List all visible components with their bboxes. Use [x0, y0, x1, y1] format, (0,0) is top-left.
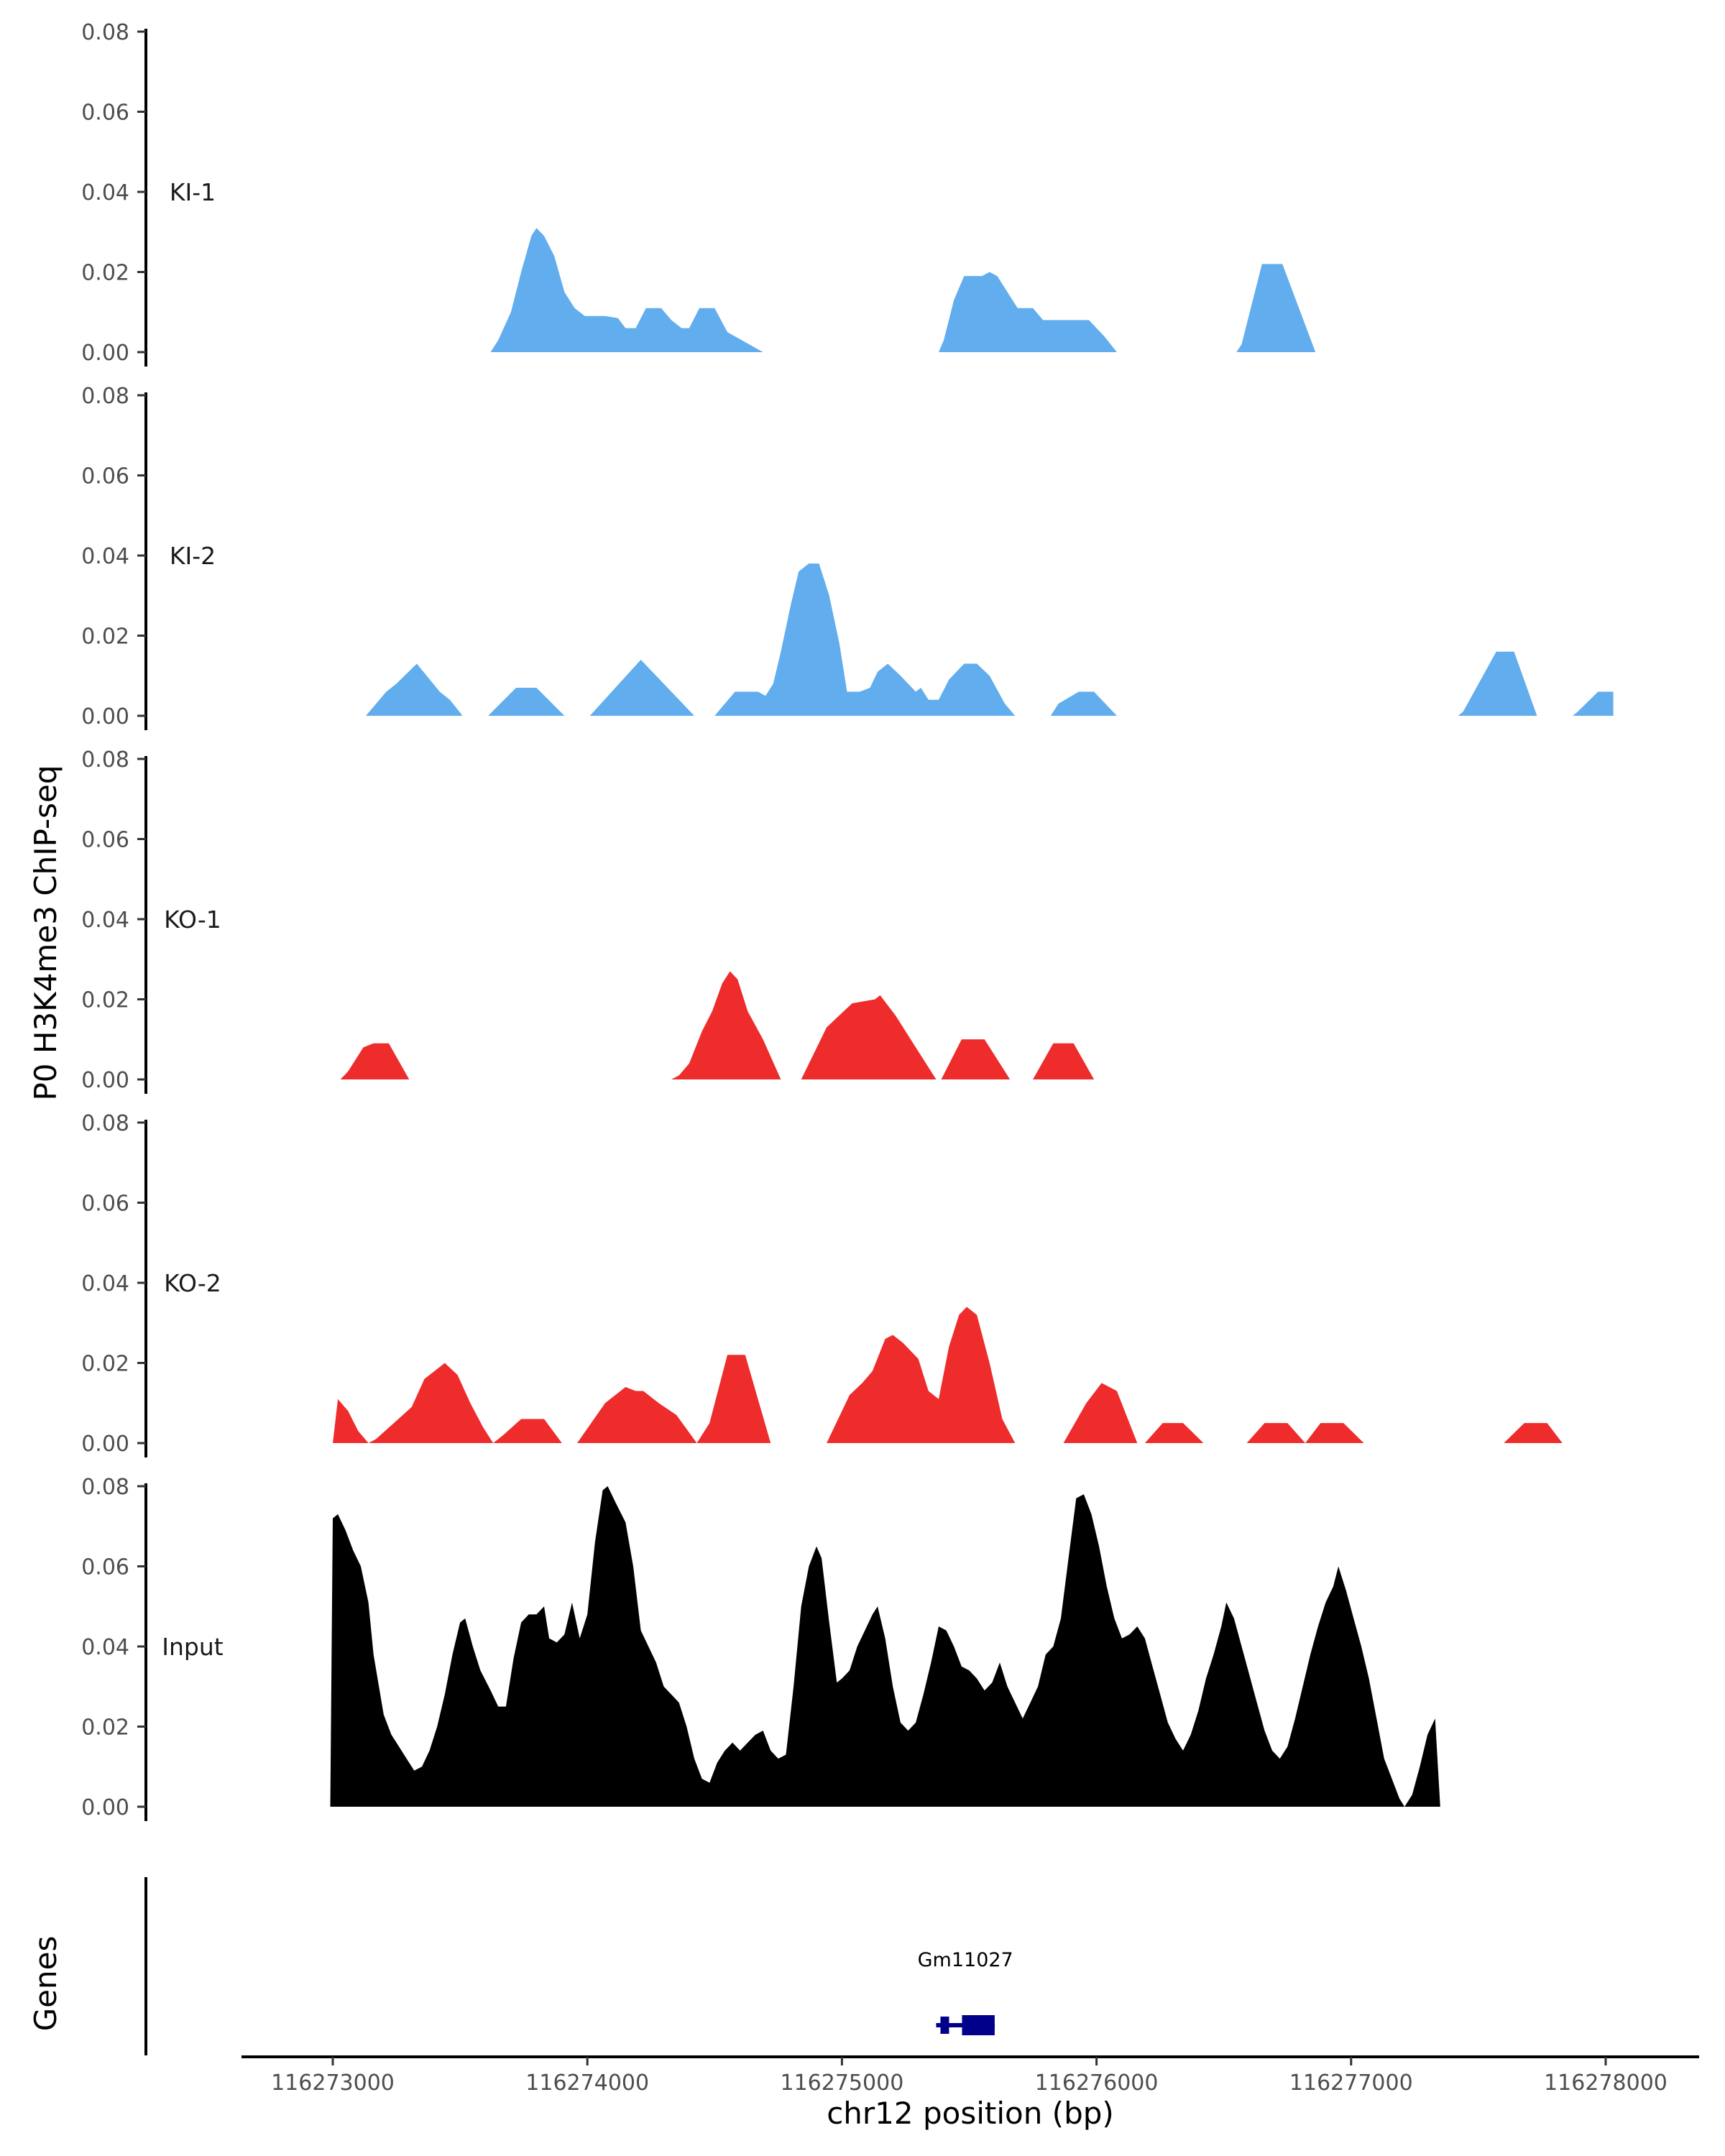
signal-area [1246, 1423, 1364, 1443]
track-label: KI-2 [170, 542, 216, 570]
signal-area [589, 660, 694, 716]
y-tick-label: 0.04 [81, 180, 129, 206]
signal-area [941, 1039, 1011, 1079]
y-tick-label: 0.02 [81, 1715, 129, 1741]
y-tick-label: 0.02 [81, 261, 129, 286]
signal-area [1144, 1423, 1204, 1443]
signal-area [801, 995, 937, 1079]
y-tick-label: 0.04 [81, 1635, 129, 1660]
track-label: KI-1 [170, 178, 216, 206]
y-tick-label: 0.08 [81, 1111, 129, 1136]
y-tick-label: 0.04 [81, 544, 129, 569]
signal-area [1063, 1383, 1138, 1443]
y-tick-label: 0.06 [81, 828, 129, 853]
signal-area [340, 1043, 410, 1079]
y-tick-label: 0.00 [81, 341, 129, 366]
signal-area [827, 1307, 1016, 1443]
signal-area [577, 1355, 771, 1443]
y-tick-label: 0.02 [81, 988, 129, 1013]
y-tick-label: 0.00 [81, 1068, 129, 1093]
x-axis-title: chr12 position (bp) [827, 2096, 1114, 2131]
y-tick-label: 0.06 [81, 101, 129, 126]
y-tick-label: 0.08 [81, 20, 129, 45]
x-tick-label: 116277000 [1289, 2070, 1413, 2096]
track-ko-2: 0.00 0.02 0.04 0.06 0.08 KO-2 [81, 1111, 1563, 1457]
signal-area [939, 272, 1117, 352]
signal-area [1504, 1423, 1563, 1443]
y-tick-label: 0.00 [81, 1795, 129, 1820]
y-tick-label: 0.06 [81, 1555, 129, 1580]
signal-area [330, 1486, 1440, 1807]
y-tick-label: 0.06 [81, 1192, 129, 1217]
y-tick-label: 0.08 [81, 384, 129, 409]
y-axis-title: P0 H3K4me3 ChIP-seq [28, 765, 63, 1100]
signal-area [366, 663, 463, 716]
signal-area [333, 1363, 562, 1443]
x-axis: 116273000 116274000 116275000 116276000 1162… [242, 2055, 1699, 2096]
y-tick-label: 0.08 [81, 1475, 129, 1500]
tracks-layer: 0.00 0.02 0.04 0.06 0.08 KI-1 0.00 0.02 0.04 0.06… [81, 20, 1614, 1821]
genes-panel: Genes Gm11027 [28, 1877, 1013, 2055]
y-tick-label: 0.00 [81, 1432, 129, 1457]
x-tick-label: 116275000 [781, 2070, 904, 2096]
track-label: KO-1 [164, 906, 221, 934]
genes-axis-title: Genes [28, 1936, 63, 2032]
track-ko-1: 0.00 0.02 0.04 0.06 0.08 KO-1 [81, 747, 1095, 1094]
y-tick-label: 0.02 [81, 625, 129, 650]
y-tick-label: 0.00 [81, 704, 129, 729]
track-input: 0.00 0.02 0.04 0.06 0.08 Input [81, 1475, 1440, 1821]
y-tick-label: 0.06 [81, 464, 129, 489]
track-ki-2: 0.00 0.02 0.04 0.06 0.08 KI-2 [81, 384, 1614, 730]
x-tick-label: 116274000 [525, 2070, 649, 2096]
gene-label: Gm11027 [918, 1949, 1013, 1971]
x-tick-label: 116278000 [1544, 2070, 1668, 2096]
gene-gm11027: Gm11027 [918, 1949, 1013, 2035]
signal-area [1050, 691, 1117, 716]
signal-area [1236, 264, 1316, 352]
y-tick-label: 0.08 [81, 747, 129, 773]
signal-area [1573, 691, 1614, 716]
x-tick-label: 116273000 [271, 2070, 395, 2096]
y-tick-label: 0.04 [81, 908, 129, 933]
gene-exon [940, 2017, 949, 2034]
track-ki-1: 0.00 0.02 0.04 0.06 0.08 KI-1 [81, 20, 1316, 367]
signal-area [490, 228, 763, 352]
track-label: KO-2 [164, 1269, 221, 1297]
track-label: Input [162, 1633, 224, 1661]
signal-area [714, 563, 1016, 716]
signal-area [671, 971, 781, 1079]
signal-area [1458, 651, 1537, 716]
x-tick-label: 116276000 [1035, 2070, 1159, 2096]
y-tick-label: 0.04 [81, 1271, 129, 1296]
signal-area [1033, 1043, 1095, 1079]
gene-exon [962, 2015, 995, 2035]
y-tick-label: 0.02 [81, 1352, 129, 1377]
signal-area [488, 688, 565, 716]
